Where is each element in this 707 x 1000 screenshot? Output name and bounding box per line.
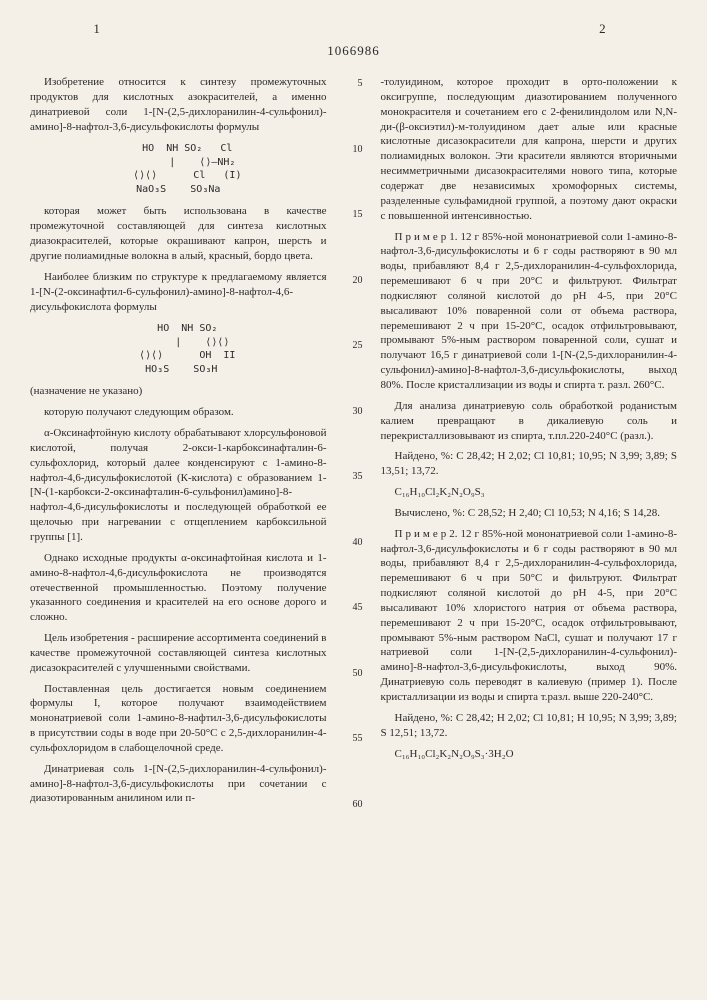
paragraph: Изобретение относится к синтезу промежут… (30, 75, 327, 134)
calculated-values: Вычислено, %: С 28,52; Н 2,40; Cl 10,53;… (381, 506, 678, 521)
line-number: 40 (345, 536, 363, 550)
found-values: Найдено, %: С 28,42; Н 2,02; Cl 10,81; 1… (381, 449, 678, 479)
chemical-formula-1: HO NH SO₂ Cl | ⟨⟩—NH₂ ⟨⟩⟨⟩ Cl (I) NaO₃S … (30, 142, 327, 196)
paragraph: Для анализа динатриевую соль обработкой … (381, 399, 678, 444)
paragraph: Однако исходные продукты α-оксинафтойная… (30, 551, 327, 625)
line-number: 55 (345, 732, 363, 746)
left-column: Изобретение относится к синтезу промежут… (30, 75, 327, 863)
paragraph: которая может быть использована в качест… (30, 204, 327, 263)
found-values: Найдено, %: С 28,42; Н 2,02; Cl 10,81; Н… (381, 711, 678, 741)
molecular-formula: C₁₆H₁₀Cl₂K₂N₂O₉S₃ (381, 485, 678, 500)
paragraph: Поставленная цель достигается новым соед… (30, 682, 327, 756)
two-column-layout: Изобретение относится к синтезу промежут… (30, 75, 677, 863)
page-number-row: 1 2 (30, 20, 677, 38)
page-right: 2 (599, 21, 614, 36)
formula-note: (назначение не указано) (30, 384, 327, 399)
example-2: П р и м е р 2. 12 г 85%-ной мононатриево… (381, 527, 678, 705)
line-number: 20 (345, 274, 363, 288)
line-number: 15 (345, 208, 363, 222)
line-number: 25 (345, 339, 363, 353)
paragraph: Наиболее близким по структуре к предлага… (30, 270, 327, 315)
line-number: 10 (345, 143, 363, 157)
line-number: 60 (345, 798, 363, 812)
paragraph: α-Оксинафтойную кислоту обрабатывают хло… (30, 426, 327, 545)
example-1: П р и м е р 1. 12 г 85%-ной мононатриево… (381, 230, 678, 393)
paragraph: Динатриевая соль 1-[N-(2,5-дихлоранилин-… (30, 762, 327, 807)
paragraph: Цель изобретения - расширение ассортимен… (30, 631, 327, 676)
line-number-gutter: 5 10 15 20 25 30 35 40 45 50 55 60 (345, 75, 363, 863)
line-number: 30 (345, 405, 363, 419)
line-number: 50 (345, 667, 363, 681)
line-number: 35 (345, 470, 363, 484)
paragraph: которую получают следующим образом. (30, 405, 327, 420)
chemical-formula-2: HO NH SO₂ | ⟨⟩⟨⟩ ⟨⟩⟨⟩ OH II HO₃S SO₃H (30, 322, 327, 376)
document-number: 1066986 (30, 42, 677, 60)
line-number: 45 (345, 601, 363, 615)
right-column: -толуидином, которое проходит в орто-пол… (381, 75, 678, 863)
molecular-formula: C₁₆H₁₀Cl₂K₂N₂O₉S₃·3H₂O (381, 747, 678, 762)
line-number: 5 (345, 77, 363, 91)
page-left: 1 (93, 21, 108, 36)
paragraph: -толуидином, которое проходит в орто-пол… (381, 75, 678, 223)
